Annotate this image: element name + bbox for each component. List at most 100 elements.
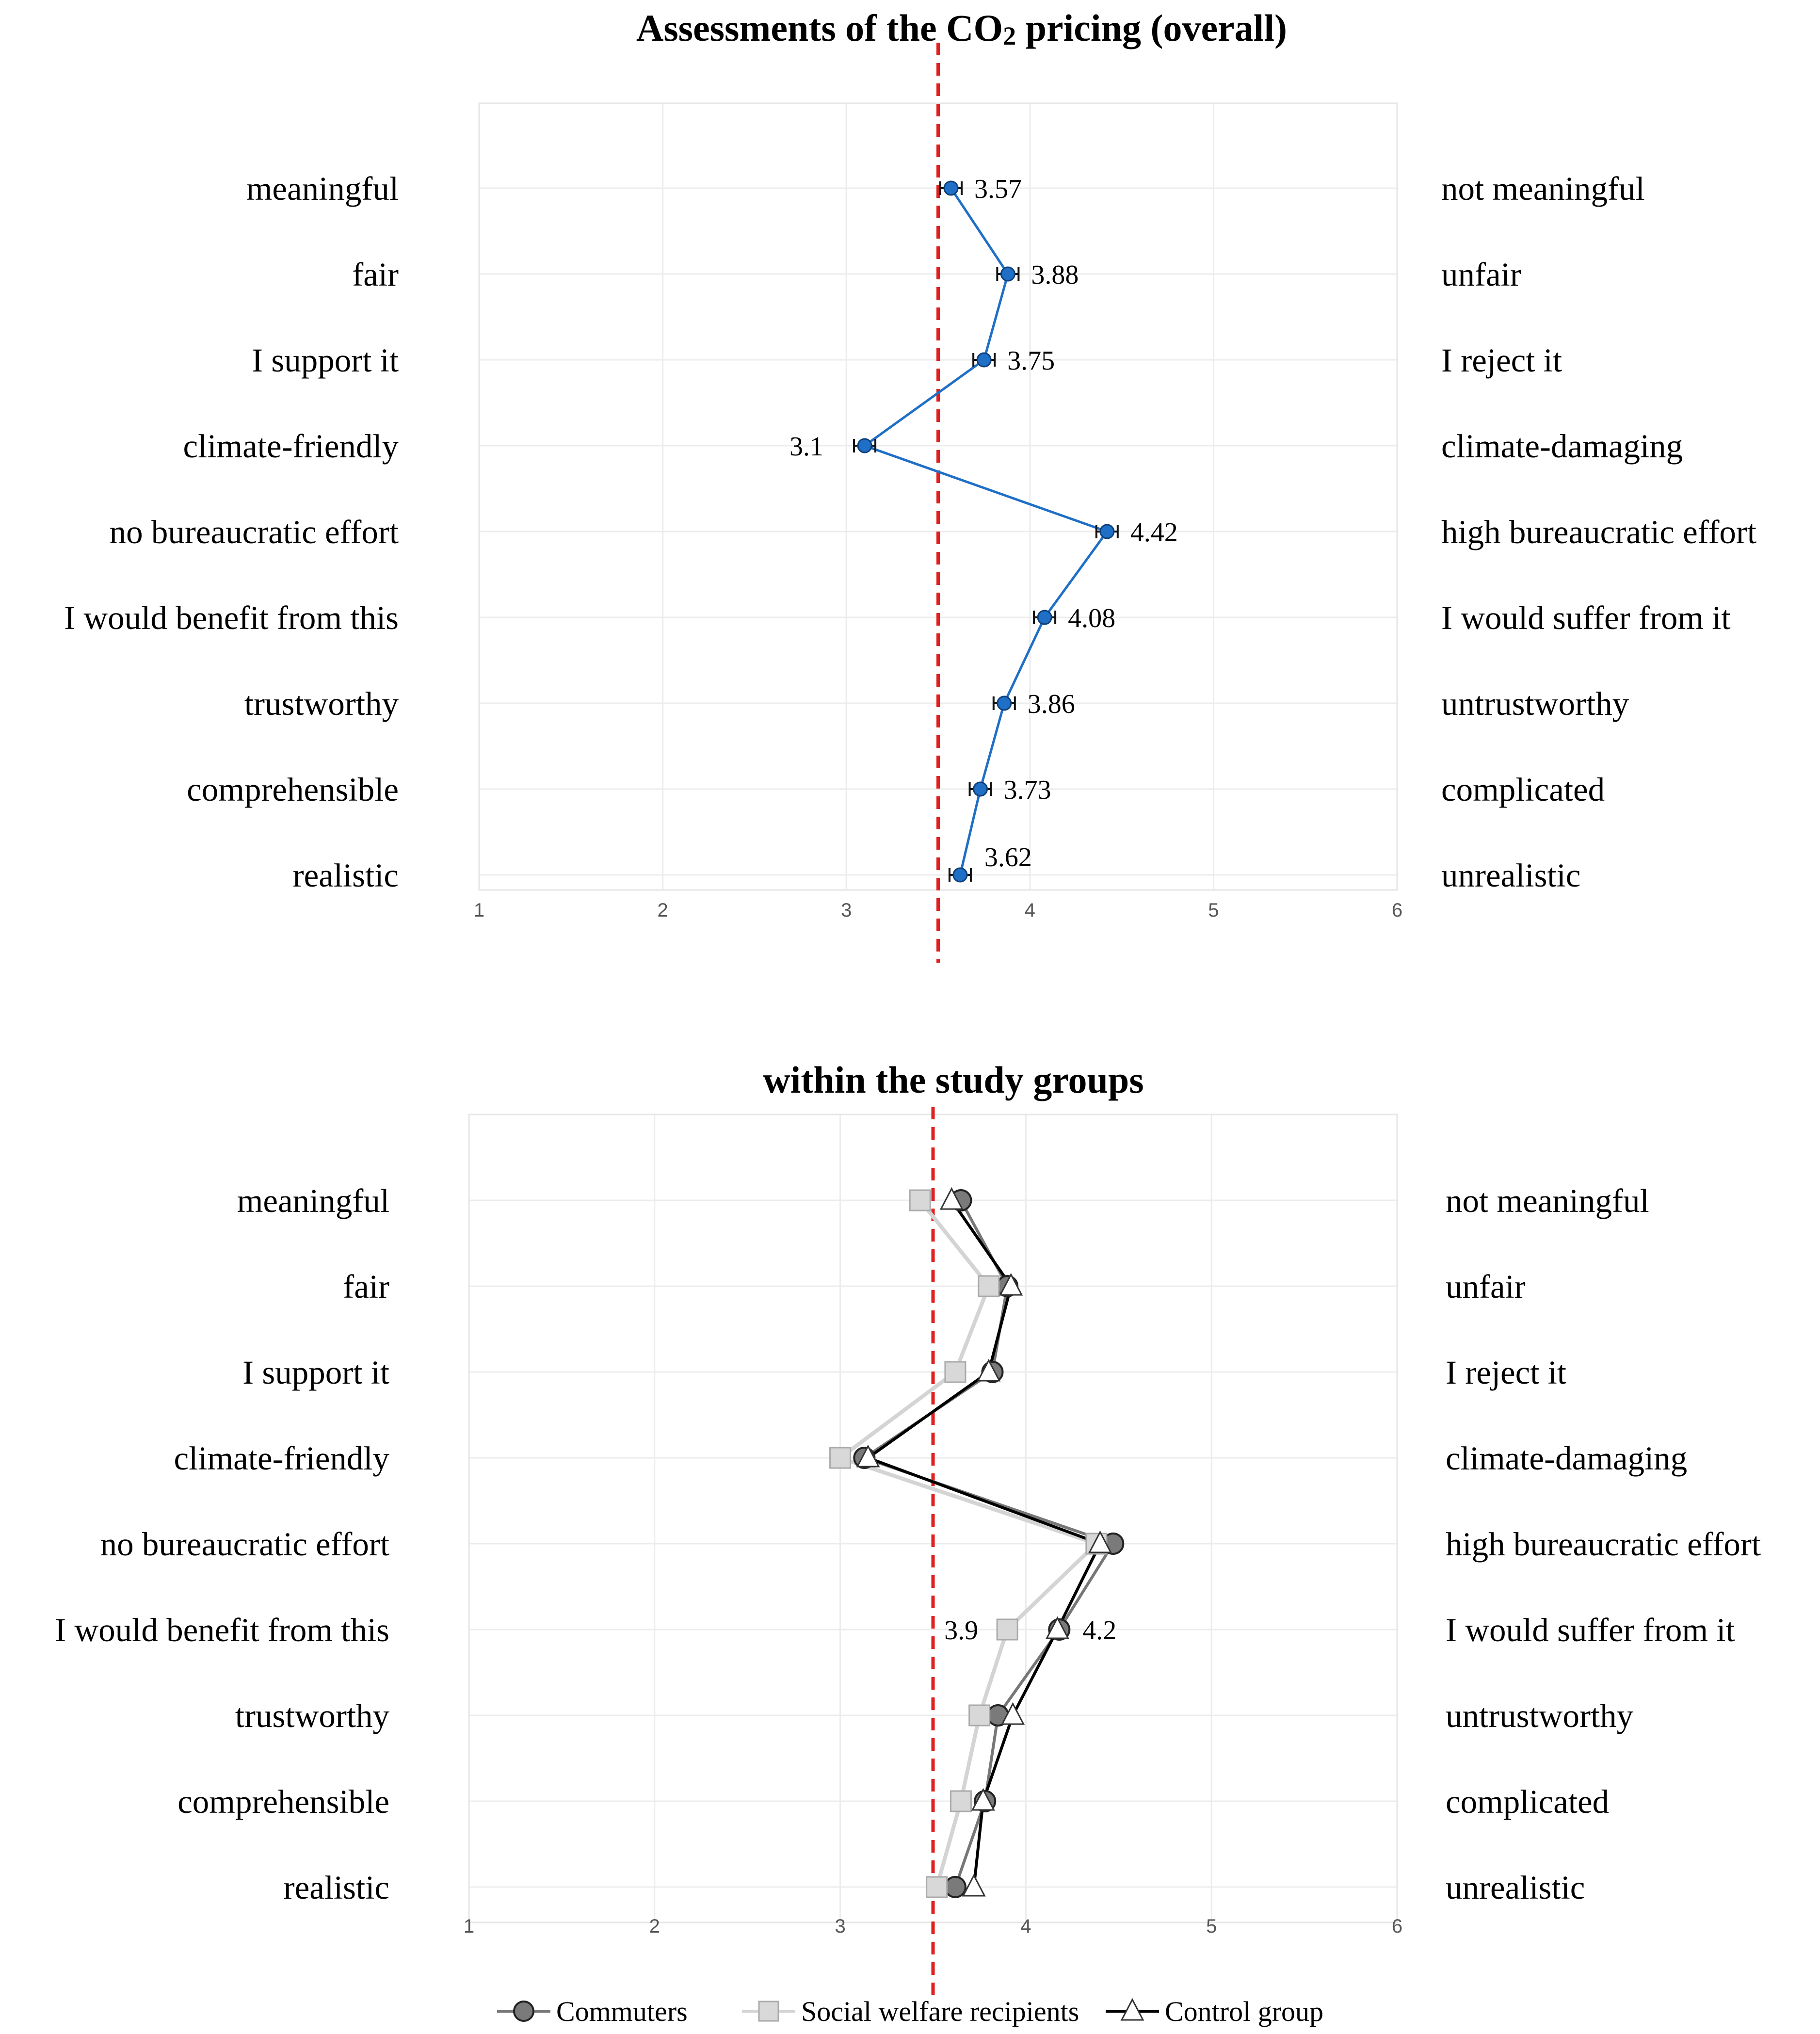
chart1-left-labels: meaningful fair I support it climate-friend…	[64, 170, 399, 894]
chart1-value-label-5: 4.08	[1068, 603, 1115, 633]
chart2-tick-5: 5	[1206, 1916, 1217, 1937]
chart2-left-label-realistic: realistic	[284, 1869, 389, 1906]
chart2-tick-4: 4	[1020, 1916, 1031, 1937]
chart1-right-label-high-bureaucratic-effort: high bureaucratic effort	[1441, 514, 1756, 550]
chart2-point-social-welfare-recipients-0	[909, 1189, 931, 1211]
chart1-tick-3: 3	[841, 900, 852, 921]
chart1-x-axis: 1 2 3 4 5 6	[474, 900, 1402, 921]
chart1-point-overall-4	[1099, 524, 1115, 539]
legend-social-welfare-recipients-label: Social welfare recipients	[801, 1996, 1079, 2027]
chart2-point-social-welfare-recipients-2	[944, 1361, 966, 1383]
chart1-value-labels: 3.57 3.88 3.75 3.1 4.42 4.08 3.86 3.73 3.62	[789, 174, 1178, 872]
chart2-right-label-i-would-suffer-from-it: I would suffer from it	[1446, 1612, 1735, 1648]
chart1-tick-2: 2	[657, 900, 668, 921]
chart2-right-label-unrealistic: unrealistic	[1446, 1869, 1585, 1906]
chart1-right-label-unrealistic: unrealistic	[1441, 857, 1580, 894]
chart2-point-control-group-6	[1001, 1702, 1025, 1725]
chart2-left-label-meaningful: meaningful	[237, 1182, 389, 1219]
chart2-point-control-group-0	[939, 1187, 964, 1210]
chart1-tick-1: 1	[474, 900, 484, 921]
chart2-point-control-group-7	[971, 1788, 995, 1811]
chart1-point-overall-6	[997, 695, 1012, 711]
chart2-point-commuters-8	[944, 1876, 966, 1898]
chart1-right-label-unfair: unfair	[1441, 256, 1521, 293]
chart2-point-social-welfare-recipients-7	[950, 1790, 972, 1812]
chart2-right-label-untrustworthy: untrustworthy	[1446, 1697, 1634, 1734]
chart1-left-label-fair: fair	[352, 256, 399, 293]
chart1-left-label-climate-friendly: climate-friendly	[183, 428, 399, 465]
chart1-point-overall-7	[973, 781, 988, 797]
chart1-right-label-untrustworthy: untrustworthy	[1441, 685, 1629, 722]
chart1-point-overall-3	[857, 438, 872, 453]
chart2-right-labels: not meaningful unfair I reject it climate-d…	[1446, 1182, 1761, 1906]
chart2-tick-1: 1	[464, 1916, 474, 1937]
chart2-point-control-group-1	[999, 1273, 1023, 1296]
chart2-annotations: 3.9 4.2	[944, 1615, 1116, 1646]
chart1-left-label-no-bureaucratic-effort: no bureaucratic effort	[110, 514, 399, 550]
chart1-right-label-climate-damaging: climate-damaging	[1441, 428, 1683, 465]
chart2-right-label-not-meaningful: not meaningful	[1446, 1182, 1649, 1219]
chart1-title-subscript: 2	[1003, 21, 1016, 50]
chart1-point-overall-1	[1000, 266, 1015, 282]
chart2-point-control-group-8	[962, 1873, 986, 1897]
chart2-annotation-1: 4.2	[1082, 1615, 1116, 1646]
chart2-tick-2: 2	[649, 1916, 660, 1937]
legend-control-group-label: Control group	[1165, 1996, 1323, 2027]
chart1-left-label-i-would-benefit-from-this: I would benefit from this	[64, 599, 399, 636]
chart2-left-label-i-support-it: I support it	[242, 1354, 389, 1391]
chart2-right-label-unfair: unfair	[1446, 1268, 1526, 1305]
chart2-series	[829, 1187, 1125, 1898]
chart2-right-label-complicated: complicated	[1446, 1783, 1609, 1820]
chart1-title-part3: pricing (overall)	[1016, 7, 1287, 49]
chart2-left-label-no-bureaucratic-effort: no bureaucratic effort	[100, 1526, 389, 1563]
chart2-left-label-climate-friendly: climate-friendly	[174, 1440, 390, 1477]
chart1-point-overall-8	[952, 867, 968, 883]
chart2-point-social-welfare-recipients-5	[996, 1618, 1018, 1641]
chart1-tick-6: 6	[1392, 900, 1402, 921]
chart1-value-label-0: 3.57	[974, 174, 1022, 204]
chart1-point-overall-5	[1037, 610, 1052, 625]
chart1-value-label-2: 3.75	[1007, 346, 1055, 376]
chart1-tick-4: 4	[1025, 900, 1035, 921]
chart2-point-control-group-5	[1045, 1616, 1069, 1639]
chart2-point-social-welfare-recipients-6	[968, 1704, 991, 1727]
chart1-point-overall-2	[976, 352, 992, 368]
chart1-left-label-i-support-it: I support it	[252, 342, 399, 379]
chart2-point-control-group-3	[856, 1444, 880, 1468]
legend-commuters-label: Commuters	[556, 1996, 688, 2027]
chart1-value-label-7: 3.73	[1004, 775, 1051, 805]
chart2-point-social-welfare-recipients-1	[978, 1275, 1000, 1297]
legend: Commuters Social welfare recipients Contro…	[497, 1996, 1323, 2027]
chart1-value-label-3: 3.1	[789, 432, 823, 462]
chart1-title-part1: Assessments of the CO	[636, 7, 1003, 49]
chart1-title: Assessments of the CO2 pricing (overall)	[636, 7, 1287, 50]
chart1-right-label-not-meaningful: not meaningful	[1441, 170, 1645, 207]
chart1-left-label-meaningful: meaningful	[246, 170, 399, 207]
chart2-left-label-trustworthy: trustworthy	[235, 1697, 390, 1734]
chart2-x-axis: 1 2 3 4 5 6	[464, 1916, 1402, 1937]
chart2-left-label-fair: fair	[343, 1268, 389, 1305]
chart2-right-label-high-bureaucratic-effort: high bureaucratic effort	[1446, 1526, 1761, 1563]
chart1-value-label-1: 3.88	[1031, 260, 1079, 290]
chart2-point-social-welfare-recipients-8	[926, 1876, 948, 1898]
legend-control-group-marker	[1120, 1998, 1144, 2021]
legend-commuters-marker	[513, 2001, 534, 2022]
chart2-point-social-welfare-recipients-3	[829, 1447, 852, 1469]
chart2-tick-3: 3	[835, 1916, 845, 1937]
chart1-right-label-i-would-suffer-from-it: I would suffer from it	[1441, 599, 1731, 636]
chart1-right-labels: not meaningful unfair I reject it climate-d…	[1441, 170, 1756, 894]
chart2-tick-6: 6	[1392, 1916, 1402, 1937]
chart1-point-overall-0	[943, 180, 959, 196]
chart1-value-label-8: 3.62	[984, 842, 1032, 872]
chart2-point-control-group-2	[977, 1358, 1001, 1382]
chart1-series	[853, 180, 1119, 883]
chart1-left-label-realistic: realistic	[293, 857, 399, 894]
chart1-value-label-6: 3.86	[1028, 689, 1075, 719]
chart2-title: within the study groups	[763, 1059, 1144, 1101]
chart1-left-label-comprehensible: comprehensible	[187, 771, 399, 808]
chart1-right-label-i-reject-it: I reject it	[1441, 342, 1562, 379]
chart2-left-label-i-would-benefit-from-this: I would benefit from this	[55, 1612, 389, 1648]
chart1-tick-5: 5	[1208, 900, 1219, 921]
chart2-left-labels: meaningful fair I support it climate-friend…	[55, 1182, 389, 1906]
